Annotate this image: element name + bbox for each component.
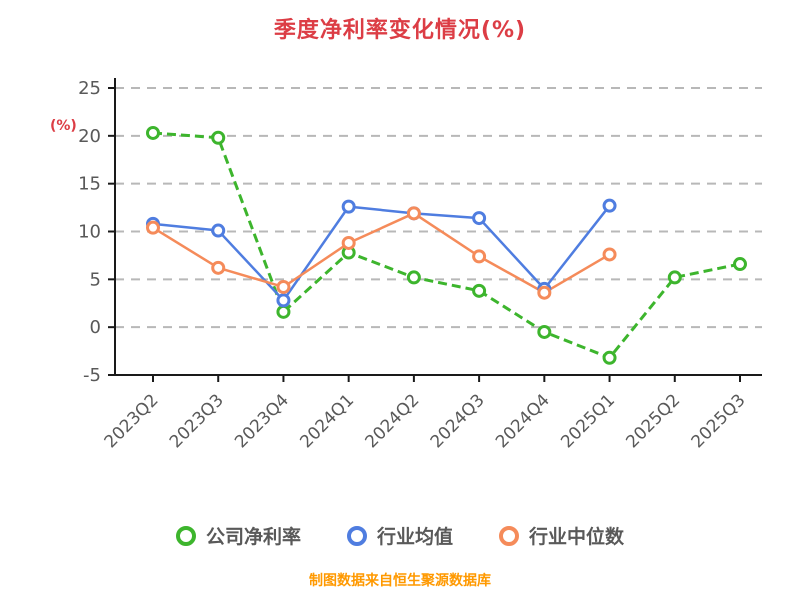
green-circle-icon xyxy=(175,525,196,546)
x-tick-label: 2024Q1 xyxy=(296,390,358,452)
legend-label-company-net-margin: 公司净利率 xyxy=(205,526,301,548)
data-point-行业中位数-2024Q3 xyxy=(472,249,487,264)
legend-item-industry-average[interactable]: 行业均值 xyxy=(346,522,453,549)
data-point-行业中位数-2024Q4 xyxy=(537,285,552,300)
data-point-公司净利率-2023Q4 xyxy=(276,304,291,319)
legend-label-industry-median: 行业中位数 xyxy=(529,526,625,548)
data-point-行业中位数-2024Q2 xyxy=(406,206,421,221)
data-point-行业均值-2024Q3 xyxy=(472,211,487,226)
x-tick-label: 2025Q2 xyxy=(622,390,684,452)
x-tick-label: 2023Q2 xyxy=(101,390,163,452)
series-line-行业中位数 xyxy=(152,212,611,294)
y-tick-label: 5 xyxy=(90,269,101,290)
y-tick-label: 20 xyxy=(78,126,101,147)
data-point-公司净利率-2024Q2 xyxy=(406,270,421,285)
data-point-行业中位数-2023Q4 xyxy=(276,279,291,294)
orange-circle-icon xyxy=(499,525,519,546)
x-tick-label: 2024Q2 xyxy=(362,390,424,452)
x-tick-label: 2025Q1 xyxy=(557,390,619,452)
data-point-行业中位数-2023Q3 xyxy=(211,260,226,275)
x-tick-label: 2023Q3 xyxy=(166,390,228,452)
data-point-行业均值-2024Q1 xyxy=(341,199,356,214)
series-line-公司净利率 xyxy=(152,131,741,360)
legend-item-industry-median[interactable]: 行业中位数 xyxy=(499,522,624,549)
x-tick-label: 2023Q4 xyxy=(231,390,293,452)
legend-label-industry-average: 行业均值 xyxy=(376,526,453,548)
x-tick-label: 2025Q3 xyxy=(688,390,750,452)
data-point-行业均值-2025Q1 xyxy=(602,198,617,213)
data-point-公司净利率-2025Q1 xyxy=(602,350,617,365)
y-axis-title: (%) xyxy=(50,118,77,134)
series-line-行业均值 xyxy=(152,204,611,302)
y-tick-label: -5 xyxy=(83,365,101,386)
data-point-公司净利率-2023Q2 xyxy=(146,125,160,140)
data-point-公司净利率-2025Q2 xyxy=(667,270,682,285)
data-point-行业均值-2023Q3 xyxy=(211,223,226,238)
blue-circle-icon xyxy=(346,525,367,546)
y-tick-label: 10 xyxy=(78,222,101,243)
data-point-公司净利率-2023Q3 xyxy=(211,130,226,145)
y-tick-label: 15 xyxy=(78,174,101,195)
data-point-公司净利率-2025Q3 xyxy=(733,257,747,272)
data-point-行业中位数-2023Q2 xyxy=(146,220,160,235)
data-point-公司净利率-2024Q3 xyxy=(472,283,487,298)
y-tick-label: 0 xyxy=(90,317,101,338)
data-point-行业中位数-2025Q1 xyxy=(602,247,617,262)
x-tick-label: 2024Q4 xyxy=(492,390,554,452)
x-tick-label: 2024Q3 xyxy=(427,390,489,452)
chart-title: 季度净利率变化情况(%) xyxy=(273,18,527,43)
legend-item-company-net-margin[interactable]: 公司净利率 xyxy=(175,522,301,549)
data-source-note: 制图数据来自恒生聚源数据库 xyxy=(309,573,491,589)
data-point-公司净利率-2024Q4 xyxy=(537,324,552,339)
y-tick-label: 25 xyxy=(78,78,101,99)
data-point-行业中位数-2024Q1 xyxy=(341,235,356,250)
data-point-行业均值-2023Q4 xyxy=(276,293,291,308)
chart-legend: 公司净利率 行业均值 行业中位数 xyxy=(0,522,800,549)
